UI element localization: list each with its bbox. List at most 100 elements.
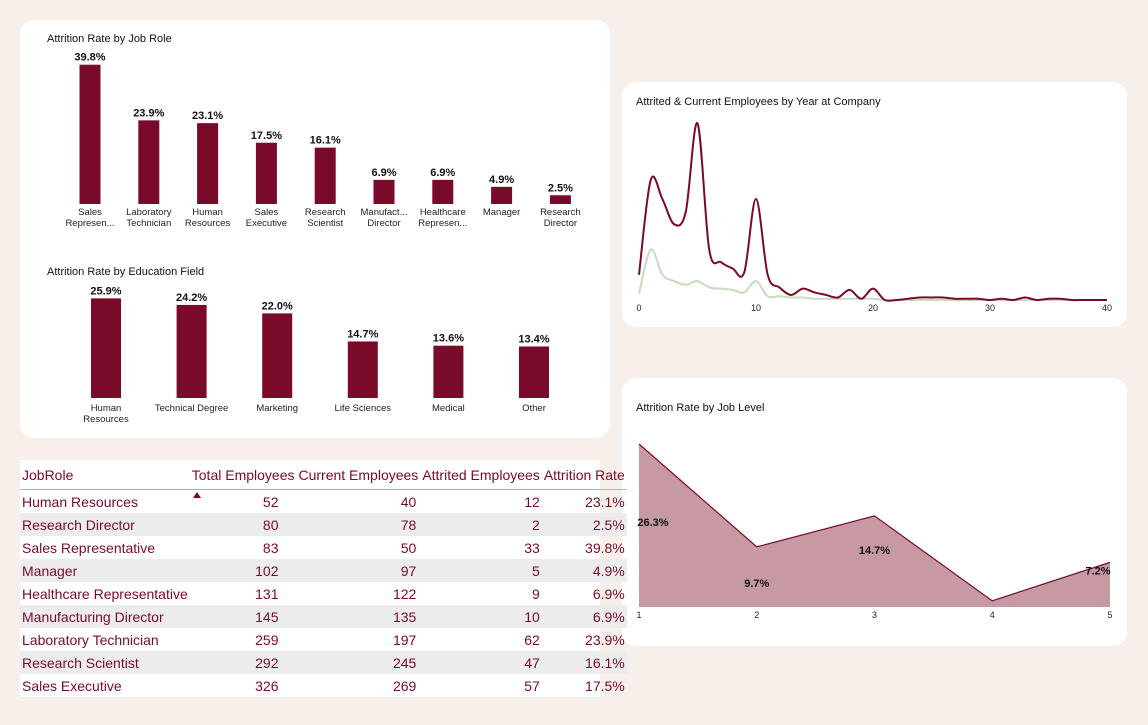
table-cell: Human Resources [22, 494, 138, 510]
table-cell: 145 [189, 605, 297, 628]
table-row[interactable]: Sales Representative 83 50 33 39.8% [20, 536, 627, 559]
table-cell: 23.1% [585, 494, 625, 510]
job-level-data-label: 7.2% [1085, 565, 1110, 577]
education-bar [519, 346, 549, 398]
column-header-current[interactable]: Current Employees [296, 460, 421, 490]
education-category-label: Marketing [256, 403, 298, 414]
job-role-category-label: Research [540, 207, 581, 218]
job-role-category-label: Scientist [307, 218, 343, 229]
table-cell: 102 [189, 559, 297, 582]
table-cell: 6.9% [592, 586, 625, 602]
table-cell: Research Director [20, 513, 190, 536]
job-role-category-label: Manufact... [361, 207, 408, 218]
table-cell: 9 [532, 586, 540, 602]
job-role-category-label: Technician [126, 218, 171, 229]
job-level-area [639, 444, 1110, 607]
job-role-bar [197, 123, 219, 204]
table-header-row: JobRole Total Employees Current Employee… [20, 460, 627, 498]
education-data-label: 13.4% [518, 333, 549, 345]
table-row[interactable]: Research Scientist 292 245 47 16.1% [20, 651, 627, 674]
table-cell: 17.5% [585, 678, 625, 694]
table-cell: 326 [255, 678, 279, 694]
job-level-x-tick-label: 4 [990, 610, 995, 620]
years-series-line-attrited [638, 122, 1107, 302]
education-chart-title: Attrition Rate by Education Field [47, 266, 205, 278]
column-header-total[interactable]: Total Employees [189, 460, 297, 498]
table-cell: 47 [420, 651, 542, 674]
table-cell: Sales Representative [22, 540, 156, 556]
table-row[interactable]: Healthcare Representative 131 122 9 6.9% [20, 582, 627, 605]
table-cell: 57 [524, 678, 540, 694]
job-role-data-label: 23.1% [192, 110, 223, 122]
table-row[interactable]: Laboratory Technician 259 197 62 23.9% [20, 628, 627, 651]
job-role-category-label: Human [192, 207, 223, 218]
education-data-label: 24.2% [176, 292, 207, 304]
table-cell: 245 [296, 651, 421, 674]
table-cell: 40 [400, 494, 417, 510]
table-cell: 23.9% [585, 632, 625, 648]
table-cell: 122 [392, 586, 417, 602]
years-x-tick-label: 30 [985, 303, 995, 313]
column-header-rate[interactable]: Attrition Rate [541, 460, 627, 490]
job-role-category-label: Sales [78, 207, 102, 218]
job-role-category-label: Resources [185, 218, 231, 229]
column-header-jobrole[interactable]: JobRole [20, 460, 190, 490]
table-row[interactable]: Human Resources 52 40 12 23.1% [20, 490, 627, 514]
education-category-label: Life Sciences [335, 403, 392, 414]
years-x-tick-label: 20 [868, 303, 878, 313]
education-bar [433, 345, 464, 398]
job-role-bar [432, 179, 454, 204]
table-cell: 33 [524, 540, 540, 556]
job-role-category-label: Manager [483, 207, 521, 218]
table-cell: 39.8% [585, 540, 625, 556]
table-cell: 6.9% [541, 605, 627, 628]
table-row[interactable]: Manager 102 97 5 4.9% [20, 559, 627, 582]
column-header-total-label: Total Employees [191, 467, 295, 483]
sort-ascending-icon [192, 492, 201, 498]
job-role-bar [549, 195, 571, 204]
job-role-category-label: Represen... [418, 218, 467, 229]
education-category-label: Other [522, 403, 546, 414]
job-role-bar-chart: 39.8%SalesRepresen...23.9%LaboratoryTech… [65, 52, 581, 229]
job-role-bar [79, 64, 101, 204]
job-role-data-label: 4.9% [489, 174, 514, 186]
education-bar [347, 341, 378, 398]
table-row[interactable]: Sales Executive 326 269 57 17.5% [20, 674, 627, 697]
job-role-category-label: Represen... [65, 218, 114, 229]
job-level-x-tick-label: 5 [1107, 610, 1112, 620]
table-row[interactable]: Manufacturing Director 145 135 10 6.9% [20, 605, 627, 628]
table-cell: Research Scientist [20, 651, 190, 674]
table-row[interactable]: Research Director 80 78 2 2.5% [20, 513, 627, 536]
column-header-attrited[interactable]: Attrited Employees [420, 460, 542, 490]
table-cell: 52 [262, 494, 279, 510]
education-data-label: 25.9% [90, 285, 121, 297]
years-chart-title: Attrited & Current Employees by Year at … [636, 96, 881, 108]
job-level-chart-title: Attrition Rate by Job Level [636, 402, 765, 414]
job-role-data-label: 6.9% [371, 167, 396, 179]
job-level-chart-card: Attrition Rate by Job Level 26.3% 9.7% 14.… [622, 378, 1127, 646]
job-role-data-label: 23.9% [133, 107, 164, 119]
job-role-data-label: 6.9% [430, 167, 455, 179]
job-role-category-label: Director [367, 218, 400, 229]
years-x-tick-label: 40 [1102, 303, 1112, 313]
job-level-data-label: 9.7% [744, 578, 769, 590]
education-data-label: 14.7% [347, 328, 378, 340]
job-role-bar [314, 147, 336, 204]
table-cell: 2.5% [541, 513, 627, 536]
job-level-data-label: 26.3% [637, 517, 668, 529]
table-cell: 292 [189, 651, 297, 674]
table-cell: 50 [400, 540, 417, 556]
years-series-line-current [638, 248, 1107, 302]
job-level-x-tick-label: 2 [754, 610, 759, 620]
job-level-x-tick-label: 3 [872, 610, 877, 620]
job-level-data-label: 14.7% [859, 545, 890, 557]
job-role-data-label: 2.5% [548, 182, 573, 194]
education-category-label: Medical [432, 403, 465, 414]
education-category-label: Technical Degree [155, 403, 228, 414]
table-cell: Manufacturing Director [20, 605, 190, 628]
job-level-line [638, 443, 1111, 602]
table-cell: Healthcare Representative [22, 586, 188, 602]
job-role-bar [138, 120, 160, 204]
job-role-category-label: Healthcare [420, 207, 466, 218]
